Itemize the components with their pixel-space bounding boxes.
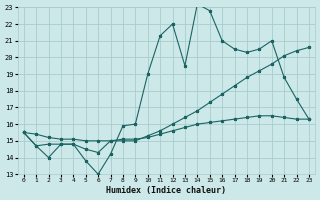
X-axis label: Humidex (Indice chaleur): Humidex (Indice chaleur) [106,186,226,195]
